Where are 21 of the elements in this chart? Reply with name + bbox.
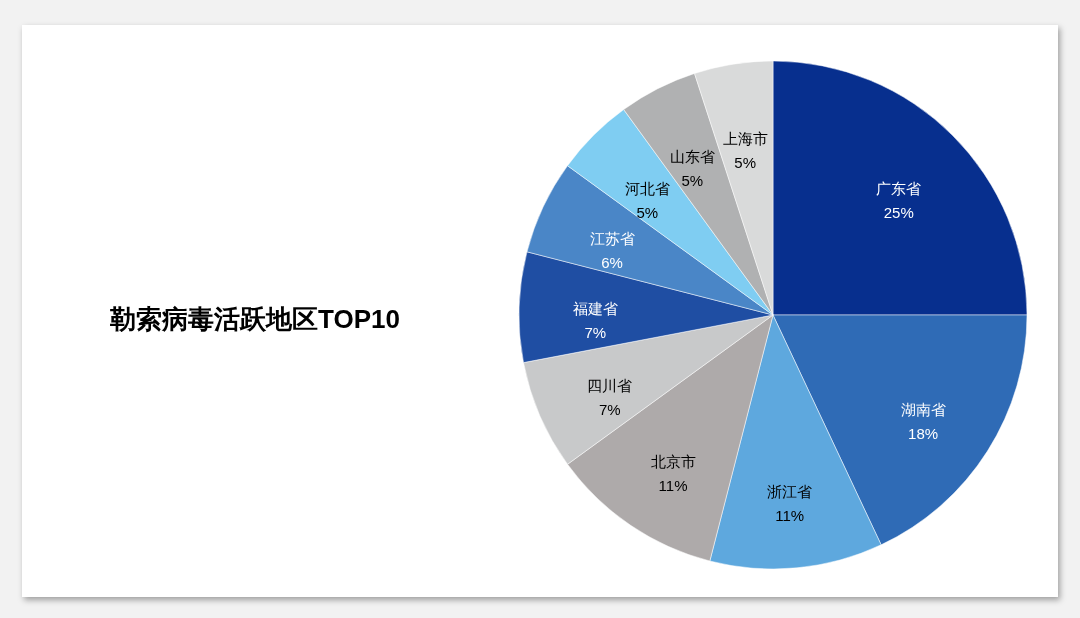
text: 勒索病毒活跃地区TOP10 bbox=[110, 303, 400, 336]
data-label: 7% bbox=[584, 324, 607, 342]
data-label: 11% bbox=[775, 507, 805, 525]
slice-label: 江苏省 bbox=[589, 230, 635, 248]
data-label: 7% bbox=[598, 400, 621, 418]
data-label: 5% bbox=[734, 154, 757, 172]
slice-label: 上海市 bbox=[722, 130, 768, 148]
data-label: 11% bbox=[658, 477, 688, 495]
slice-label: 河北省 bbox=[624, 180, 670, 198]
slice-label: 湖南省 bbox=[900, 401, 946, 419]
data-label: 6% bbox=[601, 254, 623, 272]
slice-label: 北京市 bbox=[650, 453, 696, 471]
data-label: 5% bbox=[681, 171, 704, 189]
slice-label: 广东省 bbox=[876, 180, 922, 198]
slice-label: 福建省 bbox=[572, 300, 618, 318]
data-label: 5% bbox=[636, 204, 659, 222]
slice-label: 浙江省 bbox=[767, 483, 813, 501]
data-label: 25% bbox=[883, 204, 914, 222]
slice-label: 四川省 bbox=[587, 376, 633, 394]
slice-label: 山东省 bbox=[669, 147, 715, 165]
data-label: 18% bbox=[908, 425, 939, 443]
